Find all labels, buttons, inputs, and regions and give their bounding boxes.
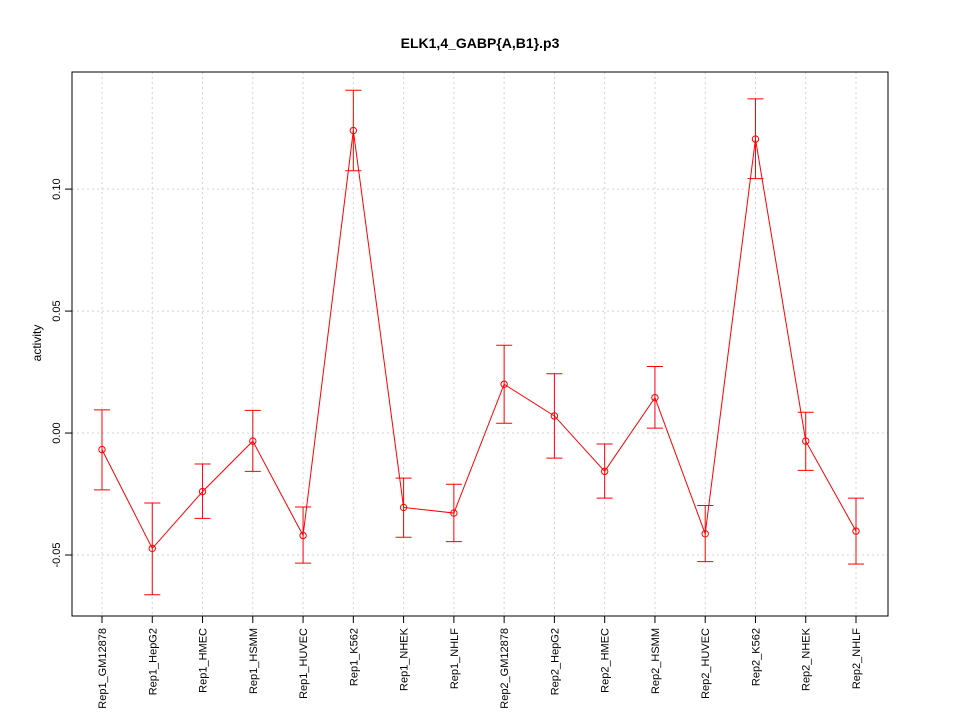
data-point — [701, 530, 709, 538]
x-tick-label: Rep1_NHEK — [399, 627, 411, 691]
data-point — [450, 509, 458, 517]
data-point — [852, 527, 860, 535]
data-point — [751, 135, 760, 143]
x-tick-label: Rep2_NHEK — [801, 627, 813, 691]
data-point — [299, 531, 307, 540]
x-tick-label: Rep2_HUVEC — [700, 628, 712, 699]
data-point — [550, 412, 559, 420]
x-tick-label: Rep2_HepG2 — [549, 628, 561, 695]
x-tick-label: Rep1_HUVEC — [298, 628, 310, 699]
data-point — [600, 467, 609, 476]
grid — [72, 72, 888, 616]
data-point — [249, 437, 257, 445]
x-tick-label: Rep2_HMEC — [600, 628, 612, 693]
plot-frame — [71, 71, 889, 617]
data-point — [802, 437, 810, 445]
series — [94, 89, 864, 596]
x-tick-label: Rep2_NHLF — [851, 628, 863, 689]
x-tick-label: Rep2_HSMM — [650, 628, 662, 694]
y-tick-label: 0.10 — [51, 178, 63, 199]
x-tick-label: Rep1_GM12878 — [97, 628, 109, 709]
data-point — [651, 393, 659, 402]
data-point — [349, 126, 358, 135]
data-point — [98, 445, 106, 454]
chart-title: ELK1,4_GABP{A,B1}.p3 — [401, 35, 560, 51]
x-tick-label: Rep1_NHLF — [449, 628, 461, 689]
data-point — [500, 380, 508, 388]
x-tick-label: Rep1_HepG2 — [147, 628, 159, 695]
y-tick-label: 0.00 — [51, 422, 63, 443]
y-tick-label: 0.05 — [51, 300, 63, 321]
x-tick-label: Rep1_K562 — [348, 628, 360, 686]
x-tick-label: Rep1_HMEC — [198, 628, 210, 693]
y-axis: -0.05 0.00 0.05 0.10 — [51, 178, 72, 568]
x-tick-label: Rep2_K562 — [750, 628, 762, 686]
y-tick-label: -0.05 — [51, 542, 63, 567]
data-point — [399, 503, 408, 512]
series-line — [101, 130, 857, 550]
data-point — [148, 544, 156, 553]
data-point — [198, 487, 207, 496]
y-axis-label: activity — [30, 325, 44, 362]
x-tick-label: Rep2_GM12878 — [499, 628, 511, 709]
x-axis: Rep1_GM12878 Rep1_HepG2 Rep1_HMEC Rep1_HSMM… — [97, 616, 863, 709]
x-tick-label: Rep1_HSMM — [248, 628, 260, 694]
